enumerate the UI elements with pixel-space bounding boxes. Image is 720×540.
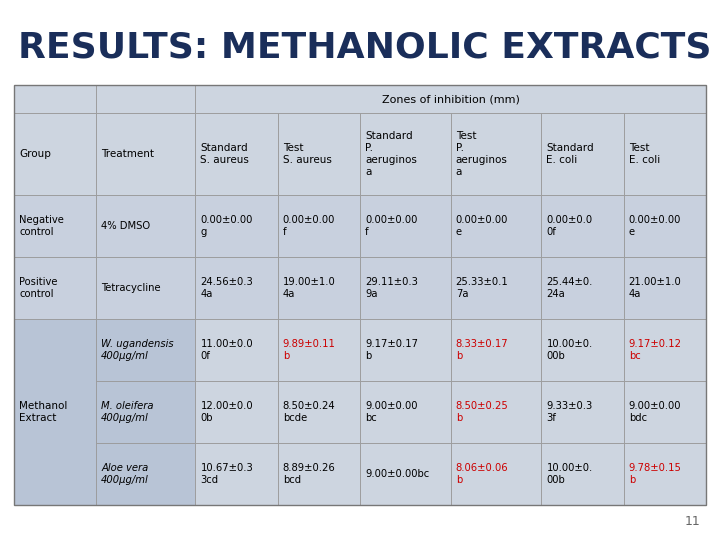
Text: Test
E. coli: Test E. coli	[629, 143, 660, 165]
Text: 8.50±0.24
bcde: 8.50±0.24 bcde	[283, 401, 336, 423]
Bar	[624, 319, 706, 381]
Bar	[451, 319, 541, 381]
Bar	[278, 381, 360, 443]
Bar	[541, 257, 624, 319]
Bar	[195, 113, 278, 195]
Bar	[624, 195, 706, 257]
Bar	[360, 113, 451, 195]
Text: Standard
S. aureus: Standard S. aureus	[200, 143, 249, 165]
Text: 10.00±0.
00b: 10.00±0. 00b	[546, 339, 593, 361]
Bar	[360, 443, 451, 505]
Text: 24.56±0.3
4a: 24.56±0.3 4a	[200, 277, 253, 299]
Text: 11.00±0.0
0f: 11.00±0.0 0f	[200, 339, 253, 361]
Text: 9.89±0.11
b: 9.89±0.11 b	[283, 339, 336, 361]
Bar	[451, 195, 541, 257]
Text: Standard
P.
aeruginos
a: Standard P. aeruginos a	[365, 131, 417, 177]
Bar	[96, 195, 195, 257]
Text: 19.00±1.0
4a: 19.00±1.0 4a	[283, 277, 336, 299]
Bar	[451, 257, 541, 319]
Text: 11: 11	[684, 515, 700, 528]
Bar	[278, 443, 360, 505]
Text: 9.17±0.17
b: 9.17±0.17 b	[365, 339, 418, 361]
Text: 8.06±0.06
b: 8.06±0.06 b	[456, 463, 508, 485]
Bar	[14, 85, 96, 113]
Bar	[96, 113, 195, 195]
Text: 9.00±0.00
bdc: 9.00±0.00 bdc	[629, 401, 681, 423]
Text: 9.00±0.00
bc: 9.00±0.00 bc	[365, 401, 418, 423]
Text: 0.00±0.00
f: 0.00±0.00 f	[365, 215, 418, 237]
Text: 29.11±0.3
9a: 29.11±0.3 9a	[365, 277, 418, 299]
Text: Standard
E. coli: Standard E. coli	[546, 143, 594, 165]
Bar	[360, 381, 451, 443]
Bar	[541, 113, 624, 195]
Bar	[14, 85, 706, 505]
Bar	[360, 319, 451, 381]
Text: 8.33±0.17
b: 8.33±0.17 b	[456, 339, 508, 361]
Text: 12.00±0.0
0b: 12.00±0.0 0b	[200, 401, 253, 423]
Bar	[96, 443, 195, 505]
Bar	[14, 195, 96, 257]
Bar	[624, 257, 706, 319]
Text: Zones of inhibition (mm): Zones of inhibition (mm)	[382, 94, 520, 104]
Text: 9.17±0.12
bc: 9.17±0.12 bc	[629, 339, 682, 361]
Text: 4% DMSO: 4% DMSO	[102, 221, 150, 231]
Text: 25.33±0.1
7a: 25.33±0.1 7a	[456, 277, 508, 299]
Text: Methanol
Extract: Methanol Extract	[19, 401, 68, 423]
Text: 0.00±0.00
g: 0.00±0.00 g	[200, 215, 253, 237]
Text: 8.89±0.26
bcd: 8.89±0.26 bcd	[283, 463, 336, 485]
Bar	[14, 319, 96, 505]
Text: 10.00±0.
00b: 10.00±0. 00b	[546, 463, 593, 485]
Bar	[14, 257, 96, 319]
Bar	[360, 257, 451, 319]
Bar	[541, 319, 624, 381]
Text: M. oleifera
400µg/ml: M. oleifera 400µg/ml	[102, 401, 154, 423]
Bar	[624, 443, 706, 505]
Bar	[195, 381, 278, 443]
Bar	[278, 257, 360, 319]
Bar	[451, 113, 541, 195]
Bar	[195, 443, 278, 505]
Text: 25.44±0.
24a: 25.44±0. 24a	[546, 277, 593, 299]
Text: Positive
control: Positive control	[19, 277, 58, 299]
Text: 0.00±0.00
e: 0.00±0.00 e	[456, 215, 508, 237]
Text: 10.67±0.3
3cd: 10.67±0.3 3cd	[200, 463, 253, 485]
Bar	[541, 443, 624, 505]
Text: Treatment: Treatment	[102, 149, 154, 159]
Text: 9.00±0.00bc: 9.00±0.00bc	[365, 469, 429, 479]
Bar	[451, 443, 541, 505]
Bar	[360, 195, 451, 257]
Text: Tetracycline: Tetracycline	[102, 283, 161, 293]
Bar	[195, 195, 278, 257]
Text: 8.50±0.25
b: 8.50±0.25 b	[456, 401, 508, 423]
Bar	[96, 319, 195, 381]
Bar	[541, 195, 624, 257]
Text: 0.00±0.00
f: 0.00±0.00 f	[283, 215, 335, 237]
Bar	[541, 381, 624, 443]
Text: Negative
control: Negative control	[19, 215, 64, 237]
Text: 9.78±0.15
b: 9.78±0.15 b	[629, 463, 682, 485]
Bar	[624, 381, 706, 443]
Bar	[96, 257, 195, 319]
Text: Group: Group	[19, 149, 51, 159]
Bar	[96, 381, 195, 443]
Text: Test
P.
aeruginos
a: Test P. aeruginos a	[456, 131, 508, 177]
Text: 9.33±0.3
3f: 9.33±0.3 3f	[546, 401, 593, 423]
Text: 0.00±0.0
0f: 0.00±0.0 0f	[546, 215, 593, 237]
Text: RESULTS: METHANOLIC EXTRACTS: RESULTS: METHANOLIC EXTRACTS	[18, 30, 711, 64]
Bar	[195, 319, 278, 381]
Bar	[624, 113, 706, 195]
Bar	[96, 85, 195, 113]
Text: W. ugandensis
400µg/ml: W. ugandensis 400µg/ml	[102, 339, 174, 361]
Bar	[451, 381, 541, 443]
Text: 21.00±1.0
4a: 21.00±1.0 4a	[629, 277, 682, 299]
Bar	[14, 113, 96, 195]
Bar	[278, 195, 360, 257]
Text: 0.00±0.00
e: 0.00±0.00 e	[629, 215, 681, 237]
Bar	[278, 319, 360, 381]
Bar	[278, 113, 360, 195]
Text: Aloe vera
400µg/ml: Aloe vera 400µg/ml	[102, 463, 149, 485]
Text: Test
S. aureus: Test S. aureus	[283, 143, 332, 165]
Bar	[195, 257, 278, 319]
Bar	[195, 85, 706, 113]
